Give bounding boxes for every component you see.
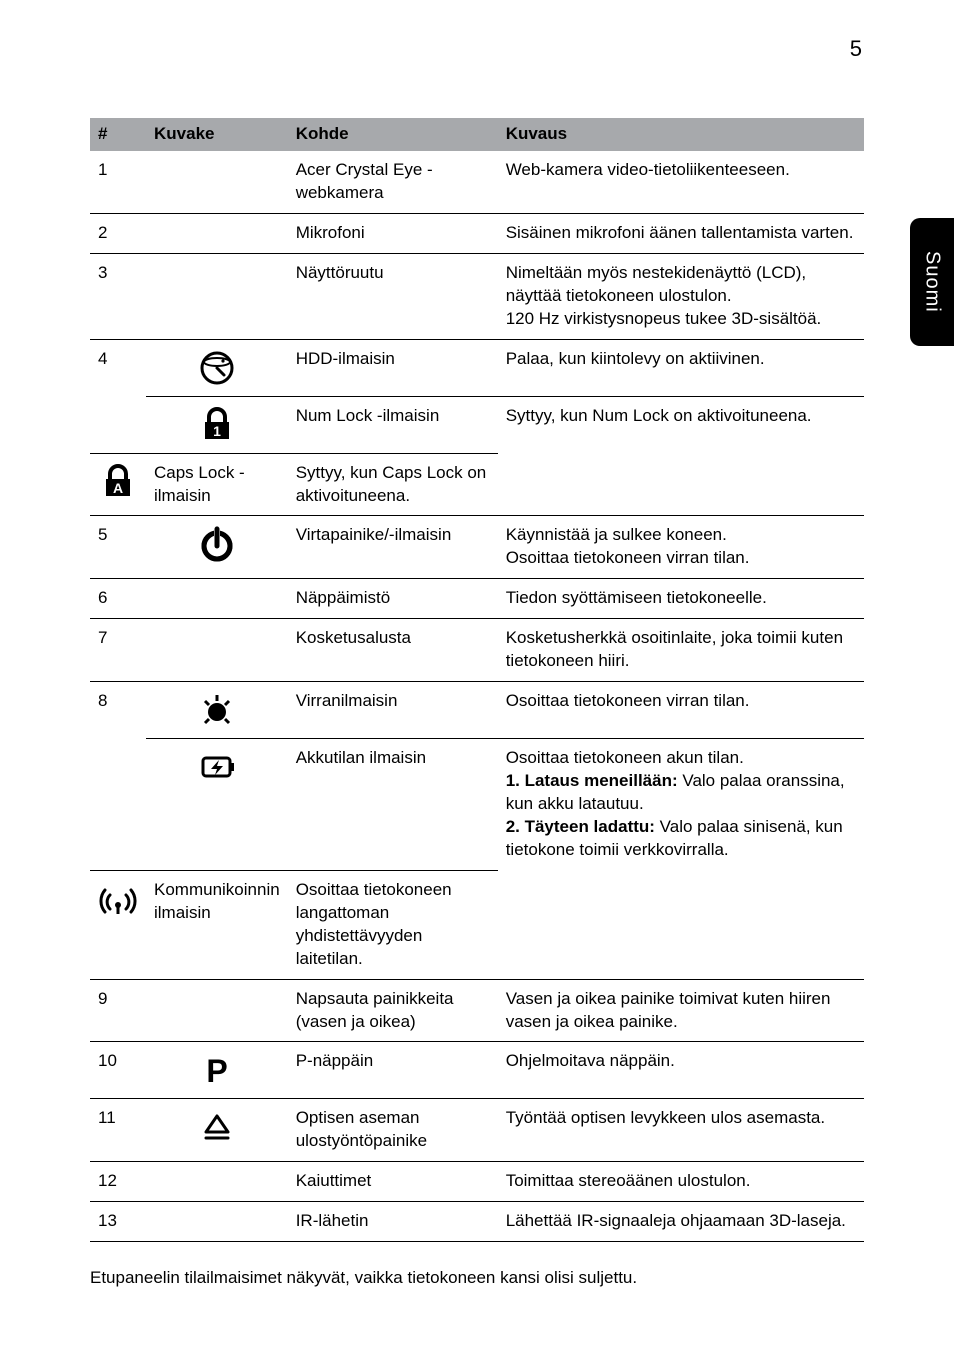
kohde-cell: HDD-ilmaisin [288, 339, 498, 396]
kohde-cell: Caps Lock -ilmaisin [146, 453, 288, 515]
kuvaus-cell: Web-kamera video-tietoliikenteeseen. [498, 151, 864, 213]
row-number: 1 [90, 151, 146, 213]
kohde-cell: P-näppäin [288, 1042, 498, 1099]
kohde-cell: Näyttöruutu [288, 253, 498, 338]
kohde-cell: Num Lock -ilmaisin [288, 396, 498, 453]
kuvaus-cell: Ohjelmoitava näppäin. [498, 1042, 864, 1099]
kuvaus-cell: Syttyy, kun Caps Lock on aktivoituneena. [288, 453, 498, 515]
row-number: 5 [90, 516, 146, 578]
no-icon [146, 1202, 288, 1241]
table-row: 3 NäyttöruutuNimeltään myös nestekidenäyt… [90, 253, 864, 338]
power-icon [146, 516, 288, 578]
row-number: 6 [90, 579, 146, 618]
row-number: 7 [90, 619, 146, 681]
side-tab-label: Suomi [921, 251, 944, 313]
row-number: 11 [90, 1099, 146, 1161]
kohde-cell: IR-lähetin [288, 1202, 498, 1241]
no-icon [146, 213, 288, 252]
kuvaus-cell: Kosketusherkkä osoitinlaite, joka toimii… [498, 619, 864, 681]
eject-icon [146, 1099, 288, 1161]
row-number: 3 [90, 253, 146, 338]
no-icon [146, 253, 288, 338]
kuvaus-cell: Käynnistää ja sulkee koneen.Osoittaa tie… [498, 516, 864, 578]
spec-table: # Kuvake Kohde Kuvaus 1 Acer Crystal Eye … [90, 118, 864, 1242]
kuvaus-cell: Osoittaa tietokoneen langattoman yhdiste… [288, 870, 498, 978]
no-icon [146, 1162, 288, 1201]
kuvaus-cell: Palaa, kun kiintolevy on aktiivinen. [498, 339, 864, 396]
th-icon: Kuvake [146, 118, 288, 151]
kohde-cell: Näppäimistö [288, 579, 498, 618]
kuvaus-cell: Syttyy, kun Num Lock on aktivoituneena. [498, 396, 864, 453]
kuvaus-cell: Osoittaa tietokoneen virran tilan. [498, 682, 864, 739]
kuvaus-cell: Toimittaa stereoäänen ulostulon. [498, 1162, 864, 1201]
row-number: 9 [90, 979, 146, 1041]
table-row: 2 MikrofoniSisäinen mikrofoni äänen talle… [90, 213, 864, 252]
kuvaus-cell: Lähettää IR-signaaleja ohjaamaan 3D-lase… [498, 1202, 864, 1241]
kohde-cell: Virranilmaisin [288, 682, 498, 739]
row-number: 8 [90, 682, 146, 870]
kuvaus-cell: Vasen ja oikea painike toimivat kuten hi… [498, 979, 864, 1041]
table-row: Caps Lock -ilmaisinSyttyy, kun Caps Lock… [90, 453, 864, 515]
no-icon [146, 619, 288, 681]
no-icon [146, 151, 288, 213]
kohde-cell: Optisen aseman ulostyöntöpainike [288, 1099, 498, 1161]
table-row: 8VirranilmaisinOsoittaa tietokoneen virr… [90, 682, 864, 739]
page: 5 Suomi # Kuvake Kohde Kuvaus 1 Acer Crys… [0, 0, 954, 1345]
page-number: 5 [850, 36, 862, 62]
row-number: 12 [90, 1162, 146, 1201]
kohde-cell: Kaiuttimet [288, 1162, 498, 1201]
table-row: 13 IR-lähetinLähettää IR-signaaleja ohjaa… [90, 1202, 864, 1241]
battery-icon [146, 739, 288, 870]
table-row: 6 NäppäimistöTiedon syöttämiseen tietokon… [90, 579, 864, 618]
kuvaus-cell: Tiedon syöttämiseen tietokoneelle. [498, 579, 864, 618]
kohde-cell: Kommunikoinnin ilmaisin [146, 870, 288, 978]
row-number: 4 [90, 339, 146, 453]
row-number: 2 [90, 213, 146, 252]
row-number: 13 [90, 1202, 146, 1241]
table-row: 5 Virtapainike/-ilmaisinKäynnistää ja sul… [90, 516, 864, 578]
th-num: # [90, 118, 146, 151]
powerind-icon [146, 682, 288, 739]
kohde-cell: Akkutilan ilmaisin [288, 739, 498, 870]
row-number: 10 [90, 1042, 146, 1099]
kuvaus-cell: Työntää optisen levykkeen ulos asemasta. [498, 1099, 864, 1161]
kohde-cell: Napsauta painikkeita (vasen ja oikea) [288, 979, 498, 1041]
capslock-icon [90, 453, 146, 515]
kohde-cell: Acer Crystal Eye -webkamera [288, 151, 498, 213]
table-row: Akkutilan ilmaisinOsoittaa tietokoneen a… [90, 739, 864, 870]
th-kuvaus: Kuvaus [498, 118, 864, 151]
footnote: Etupaneelin tilailmaisimet näkyvät, vaik… [90, 1268, 864, 1288]
no-icon [146, 979, 288, 1041]
kohde-cell: Mikrofoni [288, 213, 498, 252]
table-row: 4HDD-ilmaisinPalaa, kun kiintolevy on ak… [90, 339, 864, 396]
numlock-icon [146, 396, 288, 453]
kuvaus-cell: Osoittaa tietokoneen akun tilan.1. Latau… [498, 739, 864, 870]
table-row: 1 Acer Crystal Eye -webkameraWeb-kamera v… [90, 151, 864, 213]
table-row: 9 Napsauta painikkeita (vasen ja oikea)Va… [90, 979, 864, 1041]
table-header-row: # Kuvake Kohde Kuvaus [90, 118, 864, 151]
th-kohde: Kohde [288, 118, 498, 151]
kohde-cell: Virtapainike/-ilmaisin [288, 516, 498, 578]
kohde-cell: Kosketusalusta [288, 619, 498, 681]
table-row: Num Lock -ilmaisinSyttyy, kun Num Lock o… [90, 396, 864, 453]
side-tab-suomi: Suomi [910, 218, 954, 346]
wireless-icon [90, 870, 146, 978]
table-row: 7 KosketusalustaKosketusherkkä osoitinlai… [90, 619, 864, 681]
no-icon [146, 579, 288, 618]
table-row: 11 Optisen aseman ulostyöntöpainikeTyöntä… [90, 1099, 864, 1161]
table-row: Kommunikoinnin ilmaisinOsoittaa tietokon… [90, 870, 864, 978]
table-row: 12 KaiuttimetToimittaa stereoäänen ulostu… [90, 1162, 864, 1201]
kuvaus-cell: Nimeltään myös nestekidenäyttö (LCD), nä… [498, 253, 864, 338]
table-row: 10 P-näppäinOhjelmoitava näppäin. [90, 1042, 864, 1099]
kuvaus-cell: Sisäinen mikrofoni äänen tallentamista v… [498, 213, 864, 252]
pkey-icon [146, 1042, 288, 1099]
hdd-icon [146, 339, 288, 396]
